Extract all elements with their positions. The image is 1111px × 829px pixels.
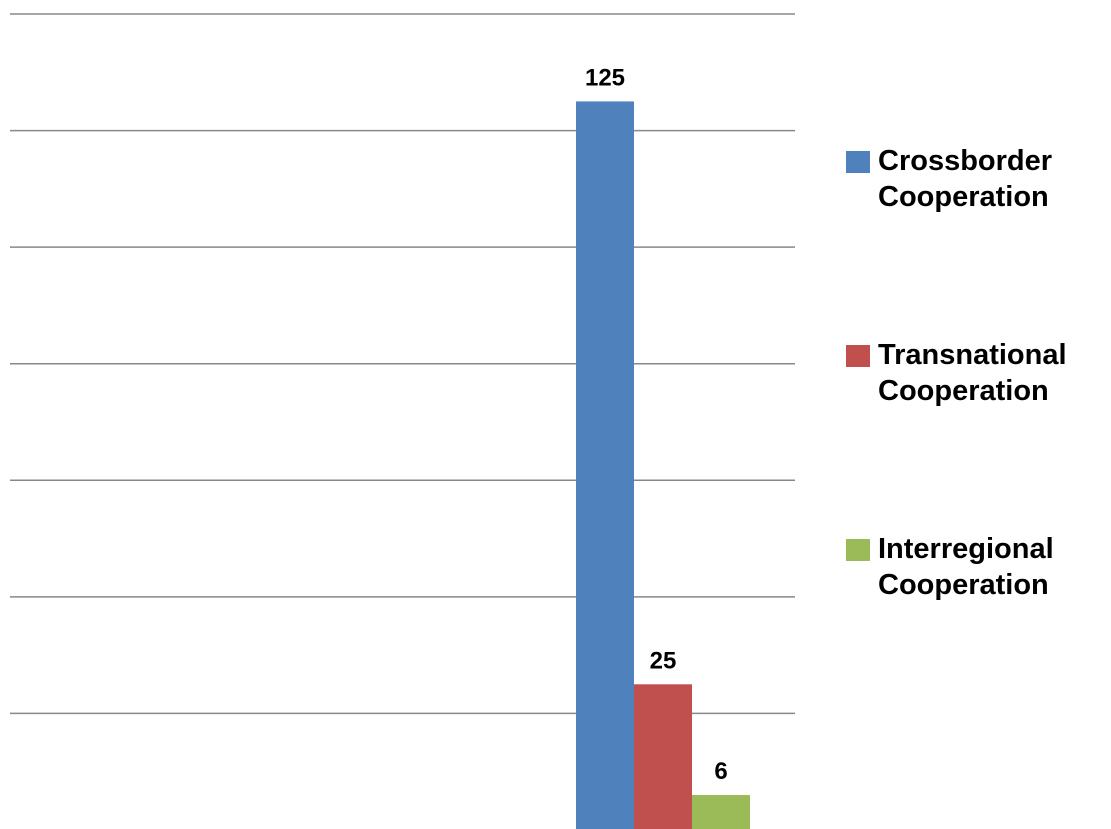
legend-swatch bbox=[846, 151, 870, 173]
data-label: 25 bbox=[650, 647, 677, 674]
legend-entry: Interregional Cooperation bbox=[846, 531, 1108, 603]
bar bbox=[634, 684, 692, 829]
bar bbox=[692, 795, 750, 829]
legend-label: Interregional Cooperation bbox=[878, 533, 1054, 601]
data-label: 6 bbox=[714, 758, 727, 785]
legend-entry: Crossborder Cooperation bbox=[846, 143, 1108, 215]
legend-label: Transnational Cooperation bbox=[878, 339, 1067, 407]
bar bbox=[576, 101, 634, 829]
legend-entry: Transnational Cooperation bbox=[846, 337, 1108, 409]
legend-swatch bbox=[846, 345, 870, 367]
legend-swatch bbox=[846, 539, 870, 561]
legend-label: Crossborder Cooperation bbox=[878, 145, 1053, 213]
data-label: 125 bbox=[585, 64, 625, 91]
